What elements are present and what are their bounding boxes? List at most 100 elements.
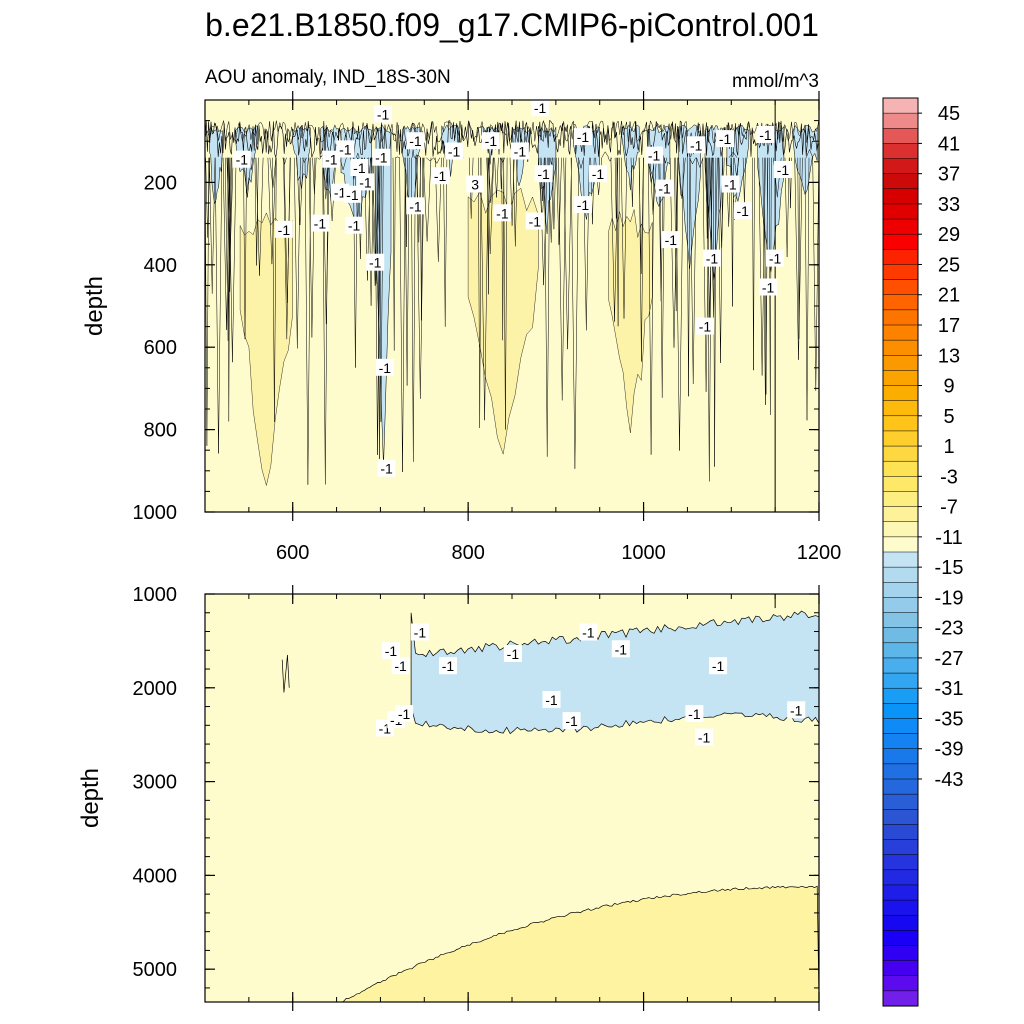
top-contour-label: -1 xyxy=(493,204,512,222)
colorbar-swatch xyxy=(882,370,919,387)
top-contour-label-text: -1 xyxy=(278,222,291,238)
top-contour-filament xyxy=(551,157,557,230)
colorbar-swatch xyxy=(882,869,919,886)
top-contour-label-box xyxy=(310,214,329,232)
colorbar-tick-label: -31 xyxy=(935,678,964,700)
top-contour-filament xyxy=(416,157,425,399)
top-contour-filament xyxy=(209,157,216,294)
top-x-tick-label: 1000 xyxy=(621,542,666,564)
bottom-contour-label-box xyxy=(542,691,561,708)
top-contour-label: -1 xyxy=(510,142,529,160)
top-contour-filament xyxy=(267,157,277,265)
top-contour-filament xyxy=(243,157,252,198)
top-contour-label-box xyxy=(406,132,425,150)
top-contour-field xyxy=(205,100,819,512)
top-contour-filament xyxy=(614,157,618,219)
top-contour-filament xyxy=(499,157,503,189)
top-contour-label-box xyxy=(350,159,369,176)
bottom-contour-label-box xyxy=(410,623,429,641)
top-contour-filament xyxy=(758,157,766,376)
top-contour-label-box xyxy=(372,148,391,166)
top-y-tick-label: 600 xyxy=(144,337,177,359)
top-contour-label: -1 xyxy=(756,126,775,143)
colorbar-swatch xyxy=(882,748,919,765)
top-contour-label-box xyxy=(345,216,364,234)
top-x-tick-label: 600 xyxy=(276,542,309,564)
top-contour-filament xyxy=(395,156,400,158)
top-x-tick-label: 1200 xyxy=(797,542,842,564)
top-contour-label: -1 xyxy=(374,105,393,123)
colorbar-tick-label: -7 xyxy=(940,497,958,519)
bottom-contour-label-text: -1 xyxy=(565,713,578,729)
top-contour-label-text: -1 xyxy=(534,100,547,116)
top-contour-filament xyxy=(539,157,548,286)
colorbar-swatch xyxy=(882,793,919,810)
colorbar-swatch xyxy=(882,400,919,417)
bottom-y-tick-label: 2000 xyxy=(133,678,178,700)
top-contour-label: -1 xyxy=(431,167,450,185)
colorbar-swatch xyxy=(882,445,919,462)
colorbar-swatch xyxy=(882,203,919,220)
colorbar-tick-label: 1 xyxy=(943,436,954,458)
top-contour-filament xyxy=(658,157,664,302)
top-contour-label-text: -1 xyxy=(409,133,422,149)
top-contour-label-box xyxy=(703,249,721,267)
top-contour-filament xyxy=(578,157,584,169)
top-contour-filament xyxy=(648,157,655,455)
bottom-contour-label-box xyxy=(382,642,400,660)
colorbar-swatch xyxy=(882,672,919,689)
bottom-contour-label: -1 xyxy=(579,623,598,641)
top-contour-filament xyxy=(328,157,337,222)
colorbar-tick-label: 41 xyxy=(938,133,960,155)
top-y-tick-label: 1000 xyxy=(133,502,178,524)
top-contour-label: -1 xyxy=(531,99,550,117)
top-contour-label-text: -1 xyxy=(658,181,671,197)
colorbar-swatch xyxy=(882,521,919,538)
top-contour-filament xyxy=(686,157,691,397)
top-contour-filament xyxy=(486,157,494,255)
bottom-contour-label: -1 xyxy=(709,657,728,675)
top-contour-filament xyxy=(254,157,259,266)
top-contour-label-text: -1 xyxy=(769,251,782,267)
top-surface-contours xyxy=(205,120,819,158)
top-contour-label-text: -1 xyxy=(699,319,712,335)
top-contour-label-text: -1 xyxy=(514,144,527,160)
top-contour-label-text: -1 xyxy=(529,214,542,230)
top-contour-filament xyxy=(583,157,590,331)
colorbar-swatch xyxy=(882,582,919,598)
top-contour-label: -1 xyxy=(274,220,293,238)
top-x-axis: 600 800 1000 1200 xyxy=(204,91,842,564)
colorbar-swatch xyxy=(882,990,919,1007)
top-y-tick-label: 800 xyxy=(144,420,177,442)
bottom-contour-filament xyxy=(281,654,290,693)
top-contour-label-box xyxy=(336,140,355,158)
top-contour-filament xyxy=(674,157,679,312)
top-contour-label: -1 xyxy=(356,173,375,191)
top-contour-filament xyxy=(443,157,448,327)
colorbar-tick-label: -11 xyxy=(935,527,962,549)
bottom-contour-label-text: -1 xyxy=(582,625,595,641)
top-contour-filament xyxy=(317,157,322,160)
colorbar-swatch xyxy=(882,718,919,735)
top-contour-filament xyxy=(494,157,499,198)
colorbar-tick-label: 13 xyxy=(938,345,960,367)
top-contour-label-text: -1 xyxy=(434,168,447,184)
top-contour-label-text: -1 xyxy=(346,187,359,203)
colorbar-swatch xyxy=(882,945,919,962)
top-contour-label: -1 xyxy=(481,132,500,150)
colorbar-tick-label: -27 xyxy=(935,648,964,670)
top-contour-filament xyxy=(255,157,264,276)
colorbar-swatch xyxy=(882,975,919,992)
top-contour-filament xyxy=(620,157,628,319)
bottom-contour-label-box xyxy=(391,657,410,675)
top-contour-label-text: -1 xyxy=(236,152,249,168)
bottom-y-axis: 1000 2000 3000 4000 5000 xyxy=(133,584,819,989)
top-contour-label-text: -1 xyxy=(379,360,392,376)
bottom-contour-label-text: -1 xyxy=(712,658,725,674)
colorbar-swatch xyxy=(882,309,919,326)
top-contour-label-text: -1 xyxy=(348,218,361,234)
top-contour-label: -1 xyxy=(377,459,396,477)
top-contour-label-text: -1 xyxy=(325,152,338,168)
colorbar-swatch xyxy=(882,430,919,447)
top-contour-label-box xyxy=(406,197,425,215)
